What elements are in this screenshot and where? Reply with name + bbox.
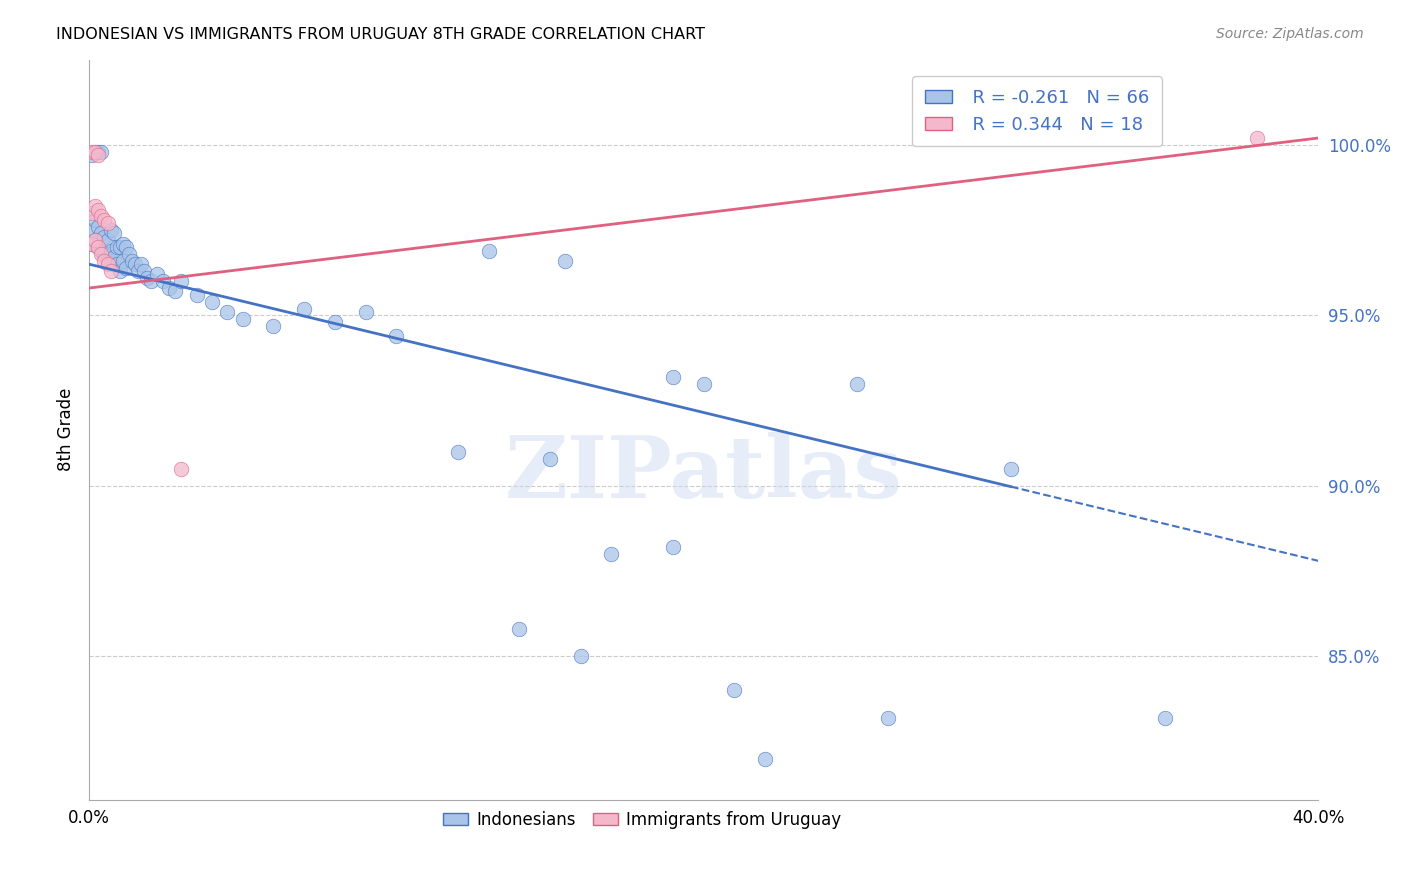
Point [477, 244, 499, 258]
Point [82, 236, 104, 251]
Point [90, 145, 112, 159]
Point [121, 253, 143, 268]
Point [447, 444, 470, 458]
Point [170, 462, 193, 476]
Point [554, 253, 576, 268]
Point [90, 227, 112, 241]
Point [508, 622, 530, 636]
Point [84, 145, 107, 159]
Point [538, 451, 561, 466]
Point [93, 253, 115, 268]
Text: INDONESIAN VS IMMIGRANTS FROM URUGUAY 8TH GRADE CORRELATION CHART: INDONESIAN VS IMMIGRANTS FROM URUGUAY 8T… [56, 27, 706, 42]
Legend: Indonesians, Immigrants from Uruguay: Indonesians, Immigrants from Uruguay [437, 805, 848, 836]
Point [90, 210, 112, 224]
Point [84, 199, 107, 213]
Point [262, 318, 284, 333]
Point [115, 240, 138, 254]
Point [723, 683, 745, 698]
Point [82, 223, 104, 237]
Point [100, 223, 122, 237]
Point [100, 264, 122, 278]
Point [115, 260, 138, 275]
Point [186, 288, 208, 302]
Point [134, 264, 156, 278]
Point [93, 230, 115, 244]
Point [96, 253, 118, 268]
Point [84, 233, 107, 247]
Point [217, 305, 239, 319]
Point [157, 281, 180, 295]
Point [145, 268, 167, 282]
Point [1153, 711, 1175, 725]
Text: ZIPatlas: ZIPatlas [505, 432, 903, 516]
Point [108, 240, 131, 254]
Point [692, 376, 714, 391]
Point [201, 294, 224, 309]
Point [96, 216, 118, 230]
Point [105, 240, 128, 254]
Point [139, 274, 162, 288]
Point [93, 247, 115, 261]
Point [87, 202, 110, 217]
Point [105, 257, 128, 271]
Point [103, 251, 125, 265]
Point [82, 148, 104, 162]
Point [87, 219, 110, 234]
Point [87, 148, 110, 162]
Point [90, 247, 112, 261]
Point [111, 253, 134, 268]
Point [600, 547, 623, 561]
Point [385, 328, 408, 343]
Point [82, 236, 104, 251]
Point [84, 212, 107, 227]
Point [82, 206, 104, 220]
Point [96, 257, 118, 271]
Point [90, 244, 112, 258]
Point [131, 257, 153, 271]
Point [87, 240, 110, 254]
Point [124, 257, 146, 271]
Point [152, 274, 174, 288]
Point [93, 212, 115, 227]
Point [323, 315, 346, 329]
Point [111, 236, 134, 251]
Point [103, 227, 125, 241]
Point [877, 711, 900, 725]
Y-axis label: 8th Grade: 8th Grade [58, 388, 75, 471]
Point [662, 369, 685, 384]
Point [84, 145, 107, 159]
Point [96, 233, 118, 247]
Point [232, 311, 254, 326]
Point [754, 751, 776, 765]
Point [108, 264, 131, 278]
Point [87, 240, 110, 254]
Point [165, 285, 187, 299]
Point [100, 244, 122, 258]
Point [118, 247, 141, 261]
Point [569, 649, 592, 664]
Point [87, 145, 110, 159]
Point [292, 301, 315, 316]
Point [1000, 462, 1022, 476]
Point [127, 264, 149, 278]
Text: Source: ZipAtlas.com: Source: ZipAtlas.com [1216, 27, 1364, 41]
Point [846, 376, 869, 391]
Point [662, 540, 685, 554]
Point [82, 145, 104, 159]
Point [136, 270, 159, 285]
Point [170, 274, 193, 288]
Point [354, 305, 377, 319]
Point [84, 233, 107, 247]
Point [1246, 131, 1268, 145]
